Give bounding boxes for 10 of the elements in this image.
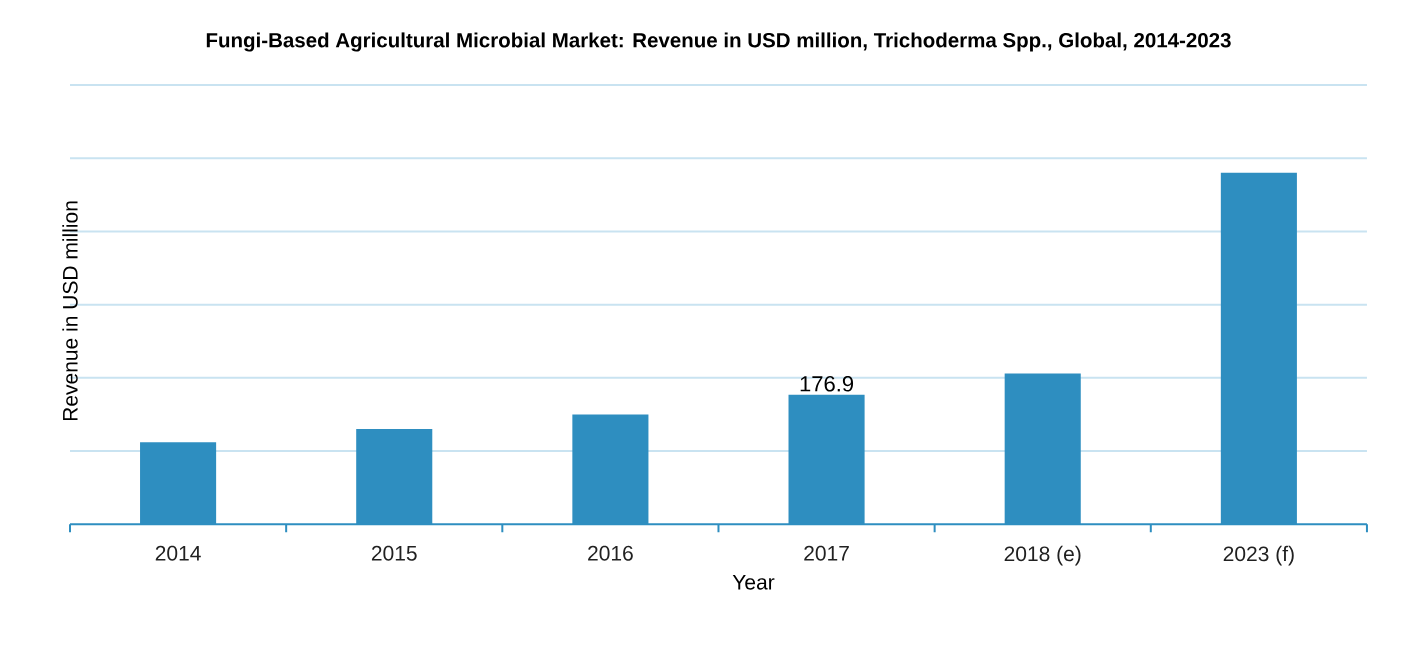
chart-title: Fungi-Based Agricultural Microbial Market: Revenue in USD million, Trichoderma Spp., Global, 2014-2023 [206, 32, 1231, 52]
x-tick-label: 2016 [588, 545, 633, 561]
x-axis-title: Year [732, 574, 775, 590]
data-label: 176.9 [800, 376, 854, 392]
x-tick-label: 2018 (e) [1004, 545, 1081, 566]
x-tick-label: 2014 [155, 545, 201, 561]
x-tick-label: 2015 [371, 545, 417, 561]
x-tick-label: 2023 (f) [1223, 545, 1294, 566]
x-tick-label: 2017 [804, 545, 849, 561]
y-axis-title: Revenue in USD million [62, 201, 78, 421]
